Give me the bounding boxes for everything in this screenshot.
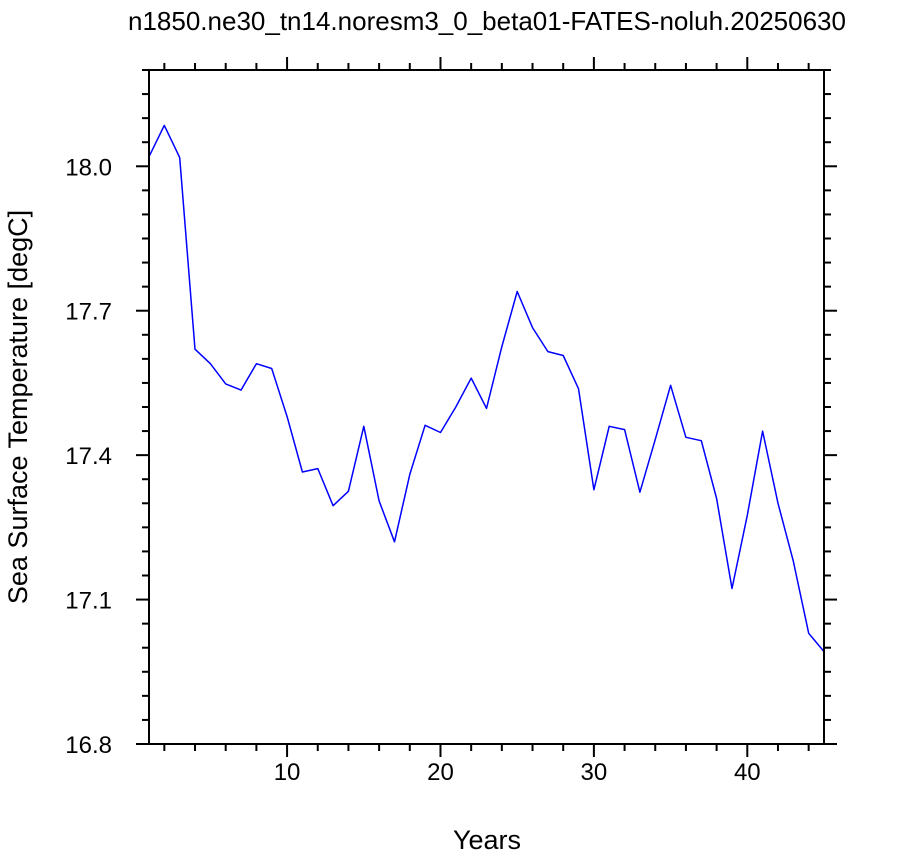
x-tick-label: 30	[581, 759, 608, 786]
y-tick-label: 18.0	[65, 154, 112, 181]
x-tick-label: 10	[274, 759, 301, 786]
y-tick-label: 17.4	[65, 443, 112, 470]
series-layer	[148, 124, 825, 653]
x-tick-label: 20	[427, 759, 454, 786]
y-tick-label: 17.1	[65, 588, 112, 615]
axis-ticks	[136, 57, 837, 757]
sst-series-line	[148, 124, 825, 653]
y-axis-label: Sea Surface Temperature [degC]	[3, 210, 33, 604]
chart-title: n1850.ne30_tn14.noresm3_0_beta01-FATES-n…	[128, 6, 846, 36]
y-tick-label: 16.8	[65, 732, 112, 759]
plot-frame	[148, 69, 825, 745]
x-axis-label: Years	[453, 825, 521, 855]
y-tick-label: 17.7	[65, 299, 112, 326]
x-tick-label: 40	[734, 759, 761, 786]
tick-labels: 10 20 30 40 16.8 17.1 17.4 17.7 18.0	[65, 154, 760, 786]
